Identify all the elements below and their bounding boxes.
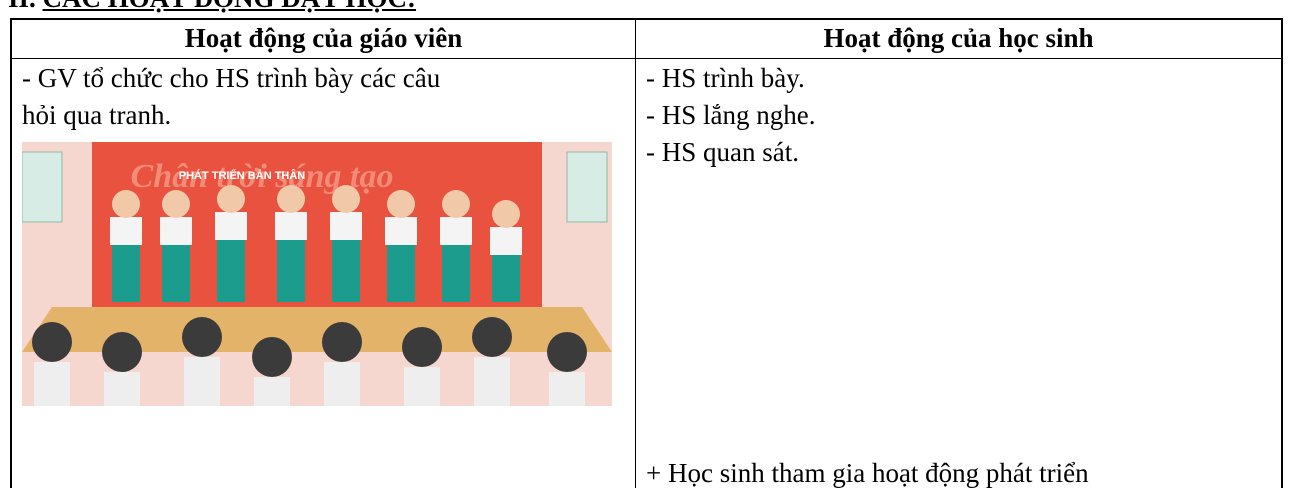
audience-shirts: [34, 357, 585, 406]
heads: [112, 185, 520, 228]
audience: [32, 317, 587, 377]
student-text: - HS trình bày.: [646, 63, 805, 93]
table-border: [635, 18, 636, 488]
sign-text: PHÁT TRIỂN BẢN THÂN: [179, 169, 306, 182]
student-text: - HS quan sát.: [646, 137, 799, 167]
illustration: Chân trời sáng tạo PHÁT TRIỂN BẢN THÂN: [22, 142, 612, 406]
section-heading: II. CÁC HOẠT ĐỘNG DẠY HỌC:: [8, 0, 416, 17]
section-title: CÁC HOẠT ĐỘNG DẠY HỌC:: [43, 0, 417, 13]
table-border: [1281, 18, 1283, 488]
document: {"section": {"number": "II.", "title": "…: [8, 0, 1283, 488]
stage-floor: [22, 307, 612, 352]
window: [22, 151, 63, 223]
teacher-text: - GV tổ chức cho HS trình bày các câu: [22, 63, 441, 93]
table-border: [10, 18, 1283, 20]
shirts: [110, 212, 522, 255]
window: [566, 151, 608, 223]
table-border: [10, 18, 12, 488]
student-text: - HS lắng nghe.: [646, 100, 816, 130]
student-text: + Học sinh tham gia hoạt động phát triển: [646, 458, 1089, 488]
page: html, body { margin: 0; padding: 0; } bo…: [8, 0, 1283, 488]
column-header: Hoạt động của giáo viên: [184, 23, 463, 53]
teacher-text: hỏi qua tranh.: [22, 100, 172, 130]
section-number: II.: [8, 0, 36, 13]
column-header: Hoạt động của học sinh: [823, 23, 1094, 53]
table-border: [10, 58, 1283, 59]
